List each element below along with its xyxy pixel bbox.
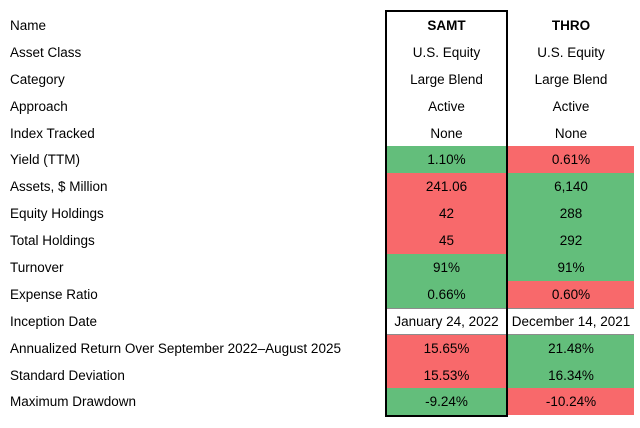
thro-approach: Active [552, 98, 590, 114]
thro-inception-date: December 14, 2021 [508, 307, 634, 335]
thro-turnover: 91% [508, 254, 634, 281]
row-label-equity-holdings: Equity Holdings [10, 206, 104, 222]
row-label-name: Name [10, 17, 47, 33]
samt-expense-ratio: 0.66% [387, 280, 506, 308]
thro-total-holdings: 292 [508, 227, 634, 255]
thro-column-header: THRO [551, 17, 591, 33]
row-label-standard-deviation: Standard Deviation [10, 367, 125, 383]
samt-assets: 241.06 [387, 173, 506, 201]
thro-yield-ttm: 0.61% [508, 146, 634, 174]
thro-column: THRO U.S. Equity Large Blend Active None… [508, 12, 634, 416]
samt-approach: Active [428, 98, 465, 114]
row-label-category: Category [10, 71, 65, 87]
samt-total-holdings: 45 [387, 227, 506, 255]
samt-annualized-return: 15.65% [387, 334, 506, 362]
thro-maximum-drawdown: -10.24% [508, 388, 634, 416]
metric-labels-column: Name Asset Class Category Approach Index… [10, 12, 380, 415]
thro-index-tracked: None [554, 125, 588, 141]
samt-equity-holdings: 42 [387, 200, 506, 228]
thro-standard-deviation: 16.34% [508, 361, 634, 389]
samt-asset-class: U.S. Equity [412, 44, 481, 60]
row-label-approach: Approach [10, 98, 68, 114]
thro-expense-ratio: 0.60% [508, 280, 634, 308]
row-label-assets: Assets, $ Million [10, 179, 108, 195]
row-label-index-tracked: Index Tracked [10, 125, 95, 141]
samt-maximum-drawdown: -9.24% [387, 388, 506, 416]
thro-assets: 6,140 [508, 173, 634, 201]
row-label-annualized-return: Annualized Return Over September 2022–Au… [10, 340, 341, 356]
row-label-inception-date: Inception Date [10, 313, 98, 329]
thro-annualized-return: 21.48% [508, 334, 634, 362]
samt-standard-deviation: 15.53% [387, 361, 506, 389]
samt-column-header: SAMT [427, 17, 466, 33]
row-label-total-holdings: Total Holdings [10, 233, 95, 249]
samt-column: SAMT U.S. Equity Large Blend Active None… [385, 10, 508, 418]
samt-index-tracked: None [430, 125, 463, 141]
thro-asset-class: U.S. Equity [537, 44, 605, 60]
samt-category: Large Blend [410, 71, 483, 87]
samt-inception-date: January 24, 2022 [387, 307, 506, 335]
row-label-expense-ratio: Expense Ratio [10, 286, 98, 302]
samt-yield-ttm: 1.10% [387, 146, 506, 174]
thro-equity-holdings: 288 [508, 200, 634, 228]
row-label-maximum-drawdown: Maximum Drawdown [10, 394, 137, 410]
thro-category: Large Blend [534, 71, 608, 87]
row-label-turnover: Turnover [10, 259, 64, 275]
samt-turnover: 91% [387, 254, 506, 281]
row-label-asset-class: Asset Class [10, 44, 82, 60]
row-label-yield-ttm: Yield (TTM) [10, 152, 80, 168]
